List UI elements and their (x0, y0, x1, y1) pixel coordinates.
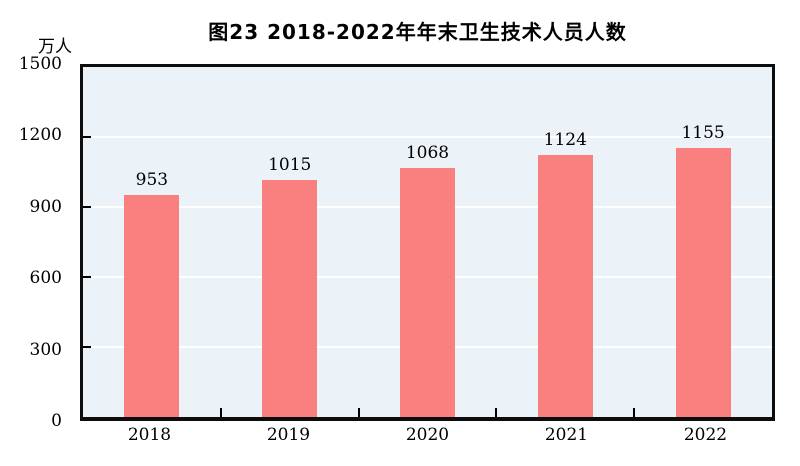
gridline (83, 136, 772, 138)
bar (537, 154, 593, 417)
y-axis-tick (83, 206, 91, 208)
x-axis-tick-label: 2022 (683, 425, 728, 445)
y-axis-tick (83, 136, 91, 138)
x-axis-tick-label: 2021 (544, 425, 589, 445)
y-axis-tick (83, 276, 91, 278)
x-axis-tick (219, 408, 222, 417)
bar (124, 194, 180, 417)
bar (675, 147, 731, 417)
bar-value-label: 1015 (268, 155, 312, 176)
y-axis-tick-label: 900 (29, 196, 62, 217)
bar (399, 167, 456, 417)
bar (262, 180, 318, 417)
chart-title: 图23 2018-2022年年末卫生技术人员人数 (208, 20, 627, 44)
x-axis-tick-label: 2018 (127, 425, 172, 445)
bar-value-label: 1068 (405, 142, 450, 163)
bar-value-label: 1155 (681, 122, 725, 143)
bar-value-label: 953 (135, 169, 169, 190)
x-axis-tick (357, 408, 360, 417)
y-axis-tick-label: 1200 (18, 125, 62, 146)
x-axis-tick (633, 408, 636, 417)
y-axis-tick-label: 0 (51, 411, 62, 431)
y-axis-tick-label: 1500 (18, 54, 62, 74)
plot-area: 953 1015 1068 1124 1155 (80, 64, 775, 421)
x-axis-tick-label: 2020 (405, 425, 450, 445)
x-axis-tick-labels: 2018 2019 2020 2021 2022 (80, 425, 775, 449)
y-axis-tick-labels: 0 300 600 900 1200 1500 (0, 55, 70, 430)
x-axis-tick (495, 408, 498, 417)
y-axis-tick (83, 346, 91, 348)
y-axis-tick-label: 300 (29, 339, 62, 360)
bar-value-label: 1124 (543, 129, 587, 150)
y-axis-tick-label: 600 (29, 268, 62, 289)
y-axis-unit-label: 万人 (38, 37, 72, 57)
x-axis-tick-label: 2019 (266, 425, 311, 445)
